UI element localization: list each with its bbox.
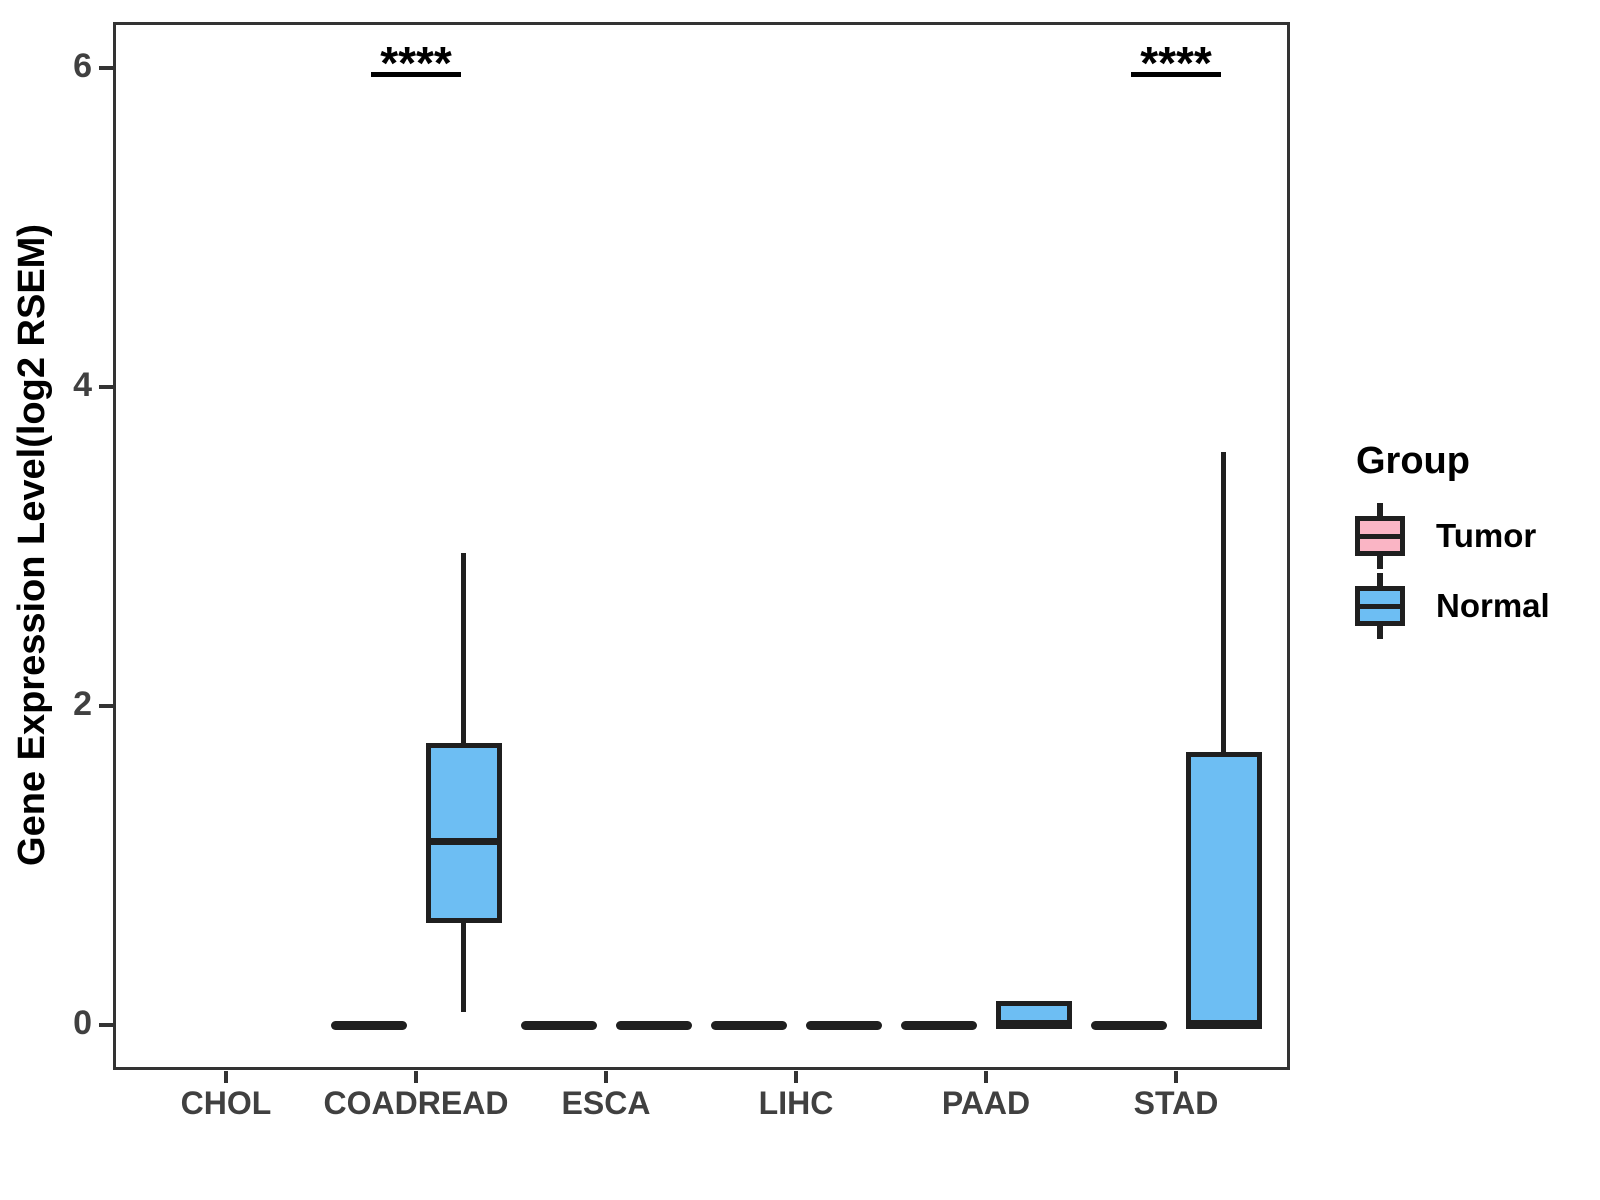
x-axis-tick — [414, 1071, 418, 1083]
x-axis-tick-label: COADREAD — [323, 1085, 509, 1121]
x-axis-tick — [794, 1071, 798, 1083]
normal-boxplot-key-icon — [1352, 571, 1408, 641]
legend-label-normal: Normal — [1436, 587, 1550, 624]
normal-box-coadread-lower-whisker — [461, 922, 466, 1013]
legend-entry-tumor: Tumor — [1352, 501, 1592, 571]
y-axis-tick — [99, 66, 113, 70]
legend-entry-normal: Normal — [1352, 571, 1592, 641]
tumor-box-stad-flat — [1090, 1020, 1167, 1030]
normal-box-esca-flat — [615, 1020, 692, 1030]
x-axis-tick — [984, 1071, 988, 1083]
tumor-box-paad-flat — [900, 1020, 977, 1030]
x-axis-tick — [604, 1071, 608, 1083]
normal-box-coadread — [425, 742, 502, 923]
legend-label-tumor: Tumor — [1436, 517, 1537, 554]
x-axis-tick-label: ESCA — [561, 1085, 651, 1121]
plot-panel — [113, 22, 1290, 1070]
y-axis-tick-label: 4 — [73, 365, 92, 404]
y-axis-tick-label: 2 — [73, 684, 92, 723]
y-axis-tick — [99, 704, 113, 708]
normal-box-lihc-flat — [805, 1020, 882, 1030]
significance-bar-coadread — [371, 72, 461, 77]
tumor-box-coadread-flat — [330, 1020, 407, 1030]
normal-box-stad-median — [1185, 1021, 1262, 1029]
legend-title: Group — [1356, 440, 1470, 482]
x-axis-tick-label: CHOL — [180, 1085, 272, 1121]
significance-label-stad: **** — [1140, 37, 1212, 89]
significance-bar-stad — [1131, 72, 1221, 77]
tumor-box-lihc-flat — [710, 1020, 787, 1030]
x-axis-tick — [1174, 1071, 1178, 1083]
x-axis-tick — [224, 1071, 228, 1083]
y-axis-tick-label: 6 — [73, 46, 92, 85]
normal-box-stad-upper-whisker — [1221, 452, 1226, 753]
normal-box-paad-median — [995, 1021, 1072, 1029]
legend: Group Tumor Normal — [1352, 440, 1592, 641]
y-axis-tick-label: 0 — [73, 1003, 92, 1042]
significance-label-coadread: **** — [380, 37, 452, 89]
normal-box-coadread-median — [425, 838, 502, 846]
normal-box-coadread-upper-whisker — [461, 552, 466, 743]
y-axis-tick — [99, 1023, 113, 1027]
tumor-box-esca-flat — [520, 1020, 597, 1030]
x-axis-tick-label: STAD — [1133, 1085, 1219, 1121]
normal-box-stad — [1185, 752, 1262, 1025]
y-axis-tick — [99, 385, 113, 389]
tumor-boxplot-key-icon — [1352, 501, 1408, 571]
x-axis-tick-label: PAAD — [941, 1085, 1031, 1121]
x-axis-tick-label: LIHC — [758, 1085, 834, 1121]
